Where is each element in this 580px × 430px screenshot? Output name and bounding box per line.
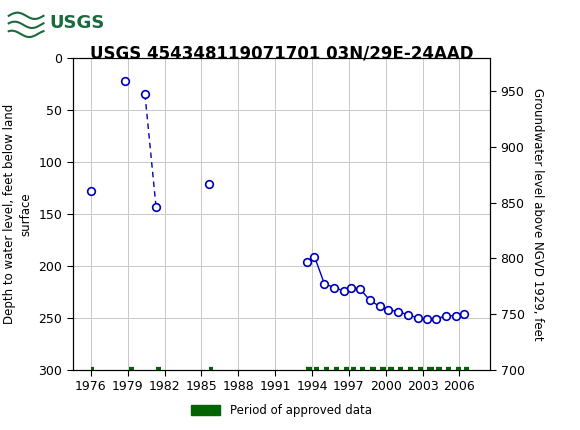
Y-axis label: Groundwater level above NGVD 1929, feet: Groundwater level above NGVD 1929, feet [531,88,545,340]
Y-axis label: Depth to water level, feet below land
surface: Depth to water level, feet below land su… [3,104,32,324]
Text: USGS: USGS [49,15,104,33]
Bar [6,3,99,42]
Legend: Period of approved data: Period of approved data [186,399,376,422]
Text: USGS 454348119071701 03N/29E-24AAD: USGS 454348119071701 03N/29E-24AAD [89,45,473,63]
